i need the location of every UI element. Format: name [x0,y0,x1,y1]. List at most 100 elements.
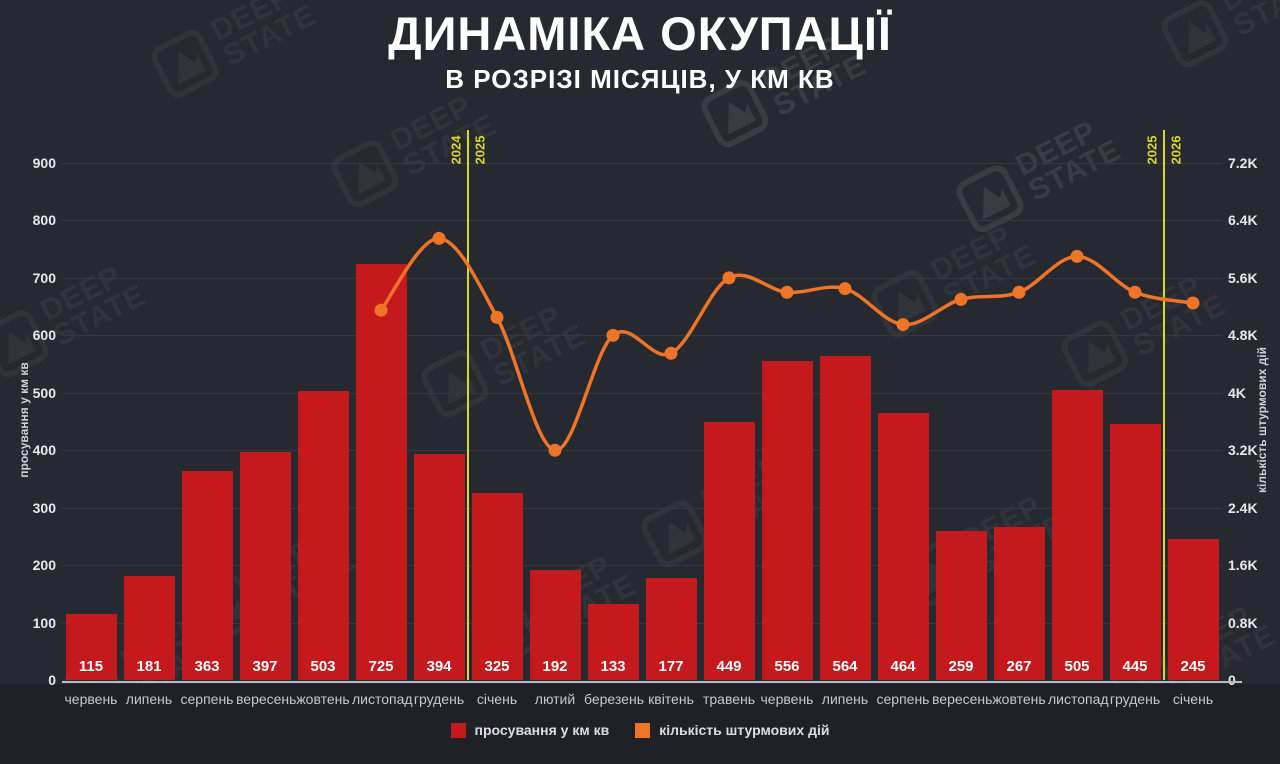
gridline [62,565,1222,567]
bar-value-label: 505 [1064,658,1090,675]
bar-value-label: 181 [136,658,162,675]
legend-item-assaults: кількість штурмових дій [635,722,829,738]
left-axis-tick: 200 [32,557,56,574]
year-label: 2025 [1144,135,1160,165]
bar-value-label: 556 [774,658,800,675]
bar-value-label: 503 [310,658,336,675]
right-axis-tick: 4.8K [1228,327,1258,344]
right-axis-tick: 0.8K [1228,614,1258,631]
x-axis-month-label: січень [476,691,518,707]
x-axis-month-label: листопад [352,691,413,707]
line-point [432,231,446,245]
bar-value-label: 397 [252,658,278,675]
deepstate-logo-icon [421,350,489,418]
right-axis-tick: 4K [1228,384,1246,401]
line-point [1186,296,1200,310]
bar-value-label: 363 [194,658,220,675]
line-point [1012,285,1026,299]
legend-item-advance: просування у км кв [450,722,610,738]
x-axis-month-label: липень [821,691,869,707]
x-axis-month-label: жовтень [296,691,350,707]
bar [819,356,871,680]
left-axis-tick: 700 [32,269,56,286]
line-point [664,346,678,360]
x-axis-line [62,681,1242,683]
line-point [1070,249,1084,263]
right-axis-tick: 6.4K [1228,212,1258,229]
gridline [62,277,1222,279]
line-point [780,285,794,299]
gridline [62,450,1222,452]
year-divider-line [467,130,469,680]
bar-value-label: 564 [832,658,858,675]
deepstate-logo-icon [331,140,399,208]
bar [239,451,291,680]
bar [1167,539,1219,680]
gridline [62,507,1222,509]
bar [645,578,697,680]
x-axis-month-label: березень [584,691,644,707]
right-axis-title: кількість штурмових дій [1255,347,1269,493]
left-axis-tick: 0 [48,672,56,688]
left-axis-tick: 400 [32,442,56,459]
bar-value-label: 394 [426,658,452,675]
bar-value-label: 445 [1122,658,1148,675]
bar [181,471,233,680]
bar-value-label: 115 [78,658,104,675]
chart-subtitle: В РОЗРІЗІ МІСЯЦІВ, У КМ КВ [445,63,835,94]
line-point [896,318,910,332]
bar-value-label: 245 [1180,658,1206,675]
right-axis-tick: 7.2K [1228,155,1258,171]
gridline [62,392,1222,394]
left-axis-title: просування у км кв [17,362,31,478]
deepstate-logo-icon [956,165,1024,233]
deepstate-logo-icon [641,500,709,568]
bar [935,531,987,680]
bar [1051,389,1103,680]
chart-title: ДИНАМІКА ОКУПАЦІЇ [388,7,892,60]
left-axis-tick: 900 [32,155,56,171]
x-axis-month-label: квітень [648,691,694,707]
right-axis-tick: 1.6K [1228,557,1258,574]
bar [65,613,117,680]
line-point [954,292,968,306]
advance-swatch-icon [450,722,466,738]
assaults-swatch-icon [635,722,651,738]
x-axis-month-label: червень [64,691,118,707]
x-axis-month-label: лютий [534,691,576,707]
bar [587,603,639,680]
x-axis-month-label: грудень [413,691,465,707]
legend-label-advance: просування у км кв [474,722,610,738]
bar [471,493,523,680]
x-axis-month-label: серпень [180,691,234,707]
bar [703,422,755,680]
x-axis-month-label: липень [125,691,173,707]
bar-value-label: 259 [948,658,974,675]
right-axis-tick: 0 [1228,672,1236,688]
bar-value-label: 325 [484,658,510,675]
left-axis-tick: 600 [32,327,56,344]
year-divider-line [1163,130,1165,680]
x-axis-month-label: травень [702,691,756,707]
gridline [62,220,1222,222]
left-axis-tick: 500 [32,384,56,401]
bar [413,453,465,680]
bar [123,576,175,680]
right-axis-tick: 3.2K [1228,442,1258,459]
x-axis-month-label: вересень [236,691,297,707]
bar-value-label: 177 [658,658,684,675]
legend: просування у км кв кількість штурмових д… [0,722,1280,738]
legend-label-assaults: кількість штурмових дій [659,722,830,738]
bar [761,360,813,680]
bar-value-label: 192 [542,658,568,675]
year-label: 2026 [1168,135,1184,165]
bar-value-label: 449 [716,658,742,675]
bar [1109,424,1161,680]
line-point [1128,285,1142,299]
x-axis-month-label: грудень [1109,691,1161,707]
